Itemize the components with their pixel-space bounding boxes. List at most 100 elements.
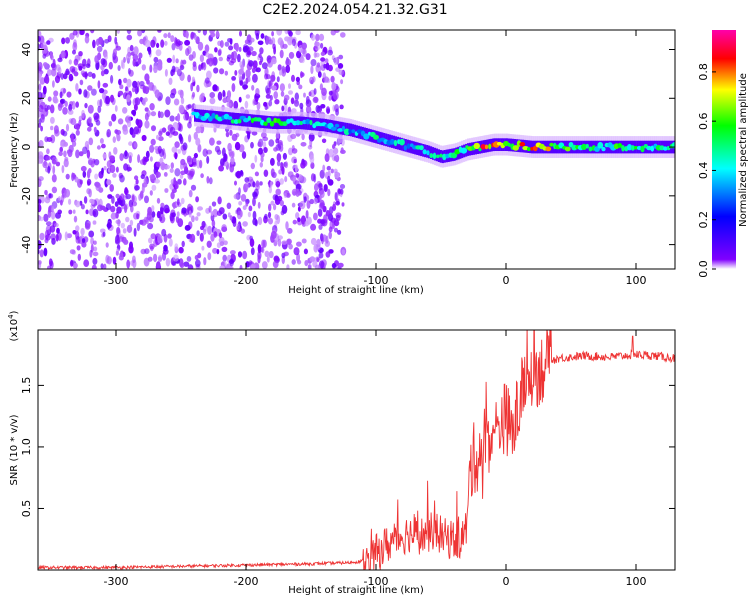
noise-blob	[323, 63, 327, 69]
noise-blob	[95, 38, 100, 46]
figure-title: C2E2.2024.054.21.32.G31	[262, 2, 447, 18]
noise-blob	[151, 211, 156, 218]
signal-core	[286, 118, 291, 124]
noise-blob	[272, 260, 279, 269]
colorbar: 0.0 0.2 0.4 0.6 0.8 Normalized spectral ampl…	[697, 30, 749, 278]
noise-blob	[144, 73, 150, 82]
noise-blob	[282, 152, 287, 160]
noise-blob	[44, 136, 49, 143]
noise-blob	[296, 241, 302, 247]
noise-blob	[217, 196, 222, 205]
noise-blob	[252, 191, 258, 198]
signal-core	[519, 142, 526, 147]
noise-blob	[100, 58, 106, 66]
signal-core	[269, 121, 275, 127]
noise-blob	[212, 247, 218, 254]
noise-blob	[149, 243, 155, 250]
noise-blob	[184, 39, 191, 46]
noise-blob	[178, 133, 182, 140]
noise-blob	[149, 144, 155, 153]
noise-blob	[142, 182, 148, 188]
noise-blob	[86, 178, 92, 186]
snr-y-ticks: 0.5 1.0 1.5	[20, 377, 675, 517]
noise-blob	[226, 102, 232, 108]
noise-blob	[320, 51, 326, 56]
x-tick-label: -200	[234, 274, 259, 287]
noise-blob	[196, 230, 200, 237]
noise-blob	[54, 129, 60, 137]
signal-band	[240, 113, 243, 127]
noise-blob	[202, 148, 208, 157]
noise-blob	[125, 216, 130, 223]
noise-blob	[109, 184, 114, 192]
noise-blob	[226, 202, 232, 209]
noise-blob	[279, 83, 285, 92]
noise-blob	[57, 209, 62, 215]
noise-blob	[314, 183, 319, 192]
noise-blob	[285, 58, 291, 66]
noise-blob	[222, 213, 228, 220]
noise-blob	[126, 30, 132, 35]
noise-blob	[311, 34, 316, 41]
signal-core	[581, 143, 587, 150]
noise-blob	[111, 113, 117, 122]
signal-band	[568, 140, 571, 154]
signal-core	[442, 153, 447, 161]
noise-blob	[197, 252, 202, 259]
noise-blob	[184, 224, 191, 231]
noise-blob	[103, 166, 107, 171]
noise-blob	[245, 69, 251, 78]
signal-core	[512, 145, 519, 151]
noise-blob	[323, 76, 330, 83]
noise-blob	[69, 259, 74, 267]
noise-blob	[120, 59, 124, 69]
noise-blob	[126, 224, 133, 233]
noise-blob	[169, 212, 174, 222]
noise-blob	[188, 210, 192, 218]
x-tick-label: -300	[104, 274, 129, 287]
noise-blob	[291, 259, 296, 265]
x-tick-label: 0	[503, 575, 510, 588]
noise-blob	[126, 164, 131, 173]
noise-blob	[270, 74, 276, 82]
noise-blob	[232, 219, 237, 227]
noise-blob	[139, 190, 144, 199]
noise-blob	[71, 172, 76, 179]
noise-blob	[156, 197, 161, 204]
noise-blob	[139, 80, 145, 87]
signal-core	[450, 152, 458, 159]
noise-blob	[272, 43, 276, 50]
noise-blob	[176, 211, 180, 218]
noise-blob	[87, 85, 93, 91]
noise-blob	[124, 204, 128, 214]
noise-blob	[330, 168, 334, 174]
noise-blob	[285, 221, 289, 231]
noise-blob	[59, 91, 63, 99]
noise-blob	[91, 88, 97, 96]
noise-blob	[192, 64, 197, 72]
noise-blob	[301, 42, 307, 50]
noise-blob	[44, 75, 50, 85]
noise-blob	[250, 264, 255, 269]
noise-blob	[192, 51, 196, 59]
noise-blob	[170, 162, 174, 169]
noise-blob	[224, 70, 228, 76]
noise-blob	[238, 187, 241, 195]
noise-blob	[123, 56, 126, 63]
noise-blob	[231, 51, 235, 61]
noise-blob	[274, 197, 281, 205]
noise-blob	[325, 62, 330, 71]
noise-blob	[115, 250, 119, 256]
noise-blob	[337, 262, 344, 268]
signal-core	[549, 142, 554, 147]
noise-blob	[169, 115, 175, 122]
noise-blob	[309, 256, 316, 262]
noise-blob	[305, 210, 309, 219]
noise-blob	[157, 30, 162, 33]
noise-blob	[275, 180, 281, 188]
noise-blob	[62, 130, 68, 137]
x-tick-label: 0	[503, 274, 510, 287]
noise-blob	[197, 30, 201, 34]
noise-blob	[114, 105, 118, 112]
noise-blob	[206, 176, 210, 184]
